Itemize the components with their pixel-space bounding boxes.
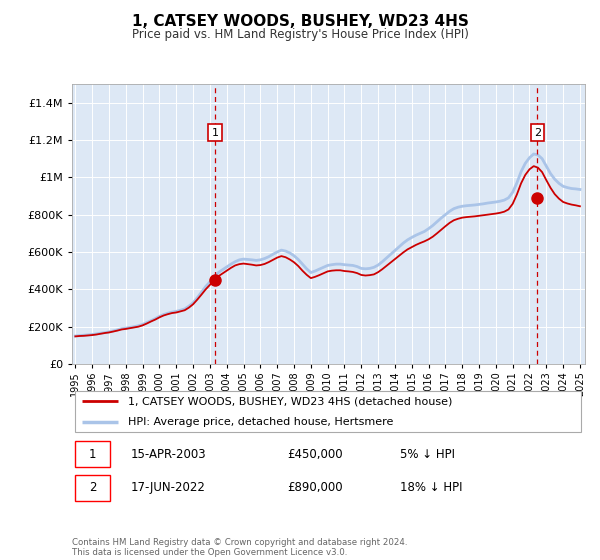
FancyBboxPatch shape xyxy=(74,391,581,432)
Text: 2: 2 xyxy=(533,128,541,138)
FancyBboxPatch shape xyxy=(74,475,110,501)
Text: 18% ↓ HPI: 18% ↓ HPI xyxy=(400,481,463,494)
Text: 1: 1 xyxy=(89,447,96,461)
Text: 2: 2 xyxy=(89,481,96,494)
Text: 15-APR-2003: 15-APR-2003 xyxy=(131,447,206,461)
Text: 17-JUN-2022: 17-JUN-2022 xyxy=(131,481,206,494)
Text: 1, CATSEY WOODS, BUSHEY, WD23 4HS (detached house): 1, CATSEY WOODS, BUSHEY, WD23 4HS (detac… xyxy=(128,396,453,407)
Text: 5% ↓ HPI: 5% ↓ HPI xyxy=(400,447,455,461)
Text: Price paid vs. HM Land Registry's House Price Index (HPI): Price paid vs. HM Land Registry's House … xyxy=(131,28,469,41)
Text: 1, CATSEY WOODS, BUSHEY, WD23 4HS: 1, CATSEY WOODS, BUSHEY, WD23 4HS xyxy=(131,14,469,29)
Text: Contains HM Land Registry data © Crown copyright and database right 2024.
This d: Contains HM Land Registry data © Crown c… xyxy=(72,538,407,557)
Text: £450,000: £450,000 xyxy=(287,447,343,461)
FancyBboxPatch shape xyxy=(74,441,110,467)
Text: £890,000: £890,000 xyxy=(287,481,343,494)
Text: 1: 1 xyxy=(211,128,218,138)
Text: HPI: Average price, detached house, Hertsmere: HPI: Average price, detached house, Hert… xyxy=(128,417,394,427)
